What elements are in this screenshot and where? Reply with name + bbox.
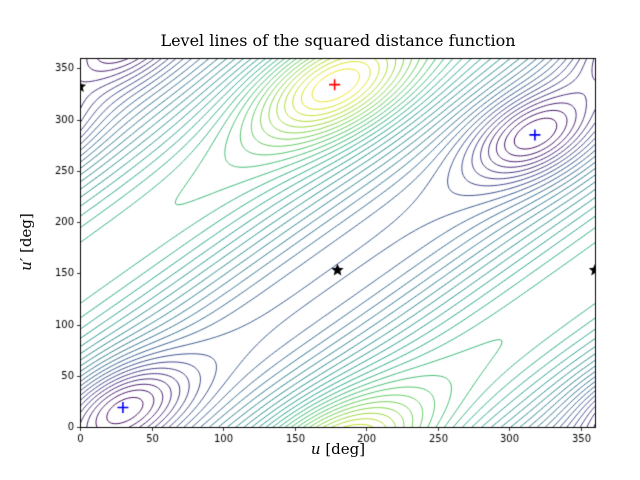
- y-axis-label: u′ [deg]: [17, 213, 35, 271]
- x-axis-unit: [deg]: [320, 440, 366, 458]
- x-axis-variable: u: [310, 440, 321, 458]
- chart-title: Level lines of the squared distance func…: [160, 31, 516, 50]
- y-axis-unit: [deg]: [17, 213, 35, 258]
- y-axis-variable: u′: [17, 257, 35, 271]
- x-axis-label: u [deg]: [80, 440, 596, 458]
